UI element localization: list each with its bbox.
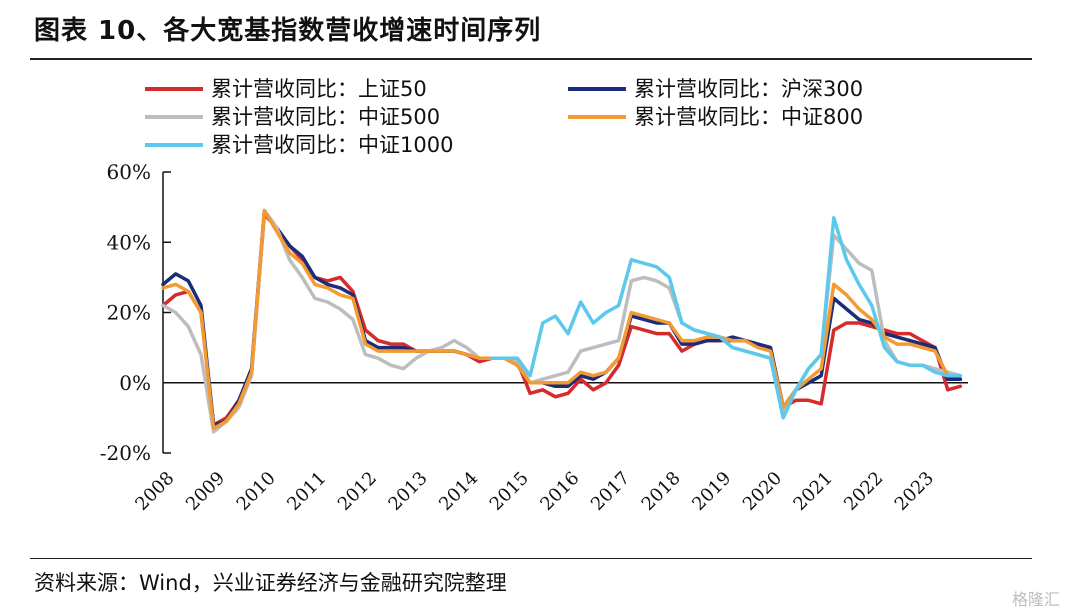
- series-line-5: [490, 215, 963, 420]
- x-tick-label: 2014: [435, 468, 482, 515]
- x-tick-label: 2020: [739, 468, 786, 515]
- x-tick-label: 2013: [384, 468, 431, 515]
- chart-title: 图表 10、各大宽基指数营收增速时间序列: [34, 16, 542, 46]
- line-chart: 60%40%20%0%-20%2008 2009 2010 2011 2012 2013 2…: [100, 77, 968, 515]
- x-tick-label: 2022: [840, 468, 887, 515]
- legend-label-2: 累计营收同比：沪深300: [634, 77, 863, 101]
- x-tick-label: 2018: [638, 468, 685, 515]
- x-tick-label: 2017: [587, 468, 634, 515]
- x-tick-label: 2012: [334, 468, 381, 515]
- y-tick-label: 40%: [107, 230, 151, 254]
- x-tick-label: 2015: [486, 468, 533, 515]
- x-tick-label: 2009: [182, 468, 229, 515]
- title-rule: [30, 58, 1032, 60]
- series-line-4: [161, 208, 963, 431]
- x-tick-label: 2010: [233, 468, 280, 515]
- x-tick-label: 2011: [283, 468, 330, 515]
- y-tick-label: 20%: [107, 301, 151, 325]
- y-tick-label: -20%: [100, 441, 151, 465]
- watermark: 格隆汇: [1011, 590, 1060, 609]
- y-tick-label: 60%: [107, 160, 151, 184]
- source-note: 资料来源：Wind，兴业证券经济与金融研究院整理: [34, 571, 507, 595]
- x-tick-label: 2016: [536, 468, 583, 515]
- x-tick-label: 2021: [789, 468, 836, 515]
- x-tick-label: 2008: [131, 468, 178, 515]
- x-tick-label: 2019: [688, 468, 735, 515]
- legend-label-1: 累计营收同比：上证50: [211, 77, 427, 101]
- source-rule: [30, 558, 1032, 559]
- legend-label-3: 累计营收同比：中证500: [211, 105, 440, 129]
- x-tick-label: 2023: [891, 468, 938, 515]
- legend-label-4: 累计营收同比：中证800: [634, 105, 863, 129]
- y-tick-label: 0%: [119, 371, 151, 395]
- legend-label-5: 累计营收同比：中证1000: [211, 133, 453, 157]
